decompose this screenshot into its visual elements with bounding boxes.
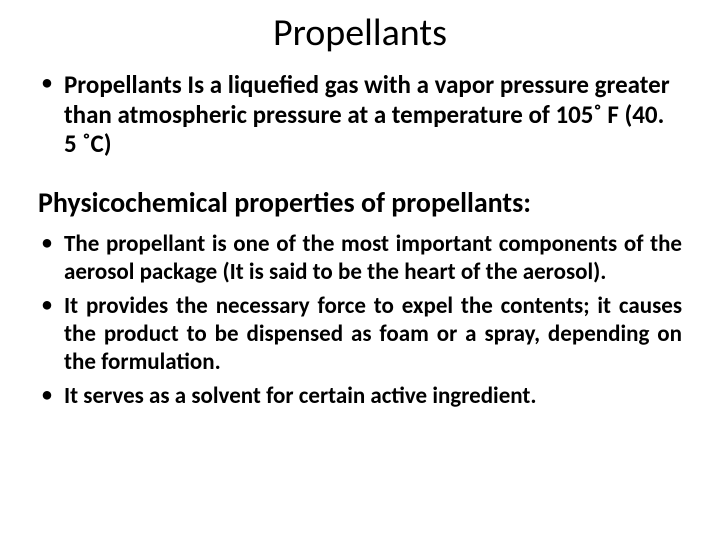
definition-list: Propellants Is a liquefied gas with a va… bbox=[38, 70, 682, 159]
definition-item: Propellants Is a liquefied gas with a va… bbox=[38, 70, 682, 159]
property-item: It serves as a solvent for certain activ… bbox=[38, 382, 682, 410]
property-item: It provides the necessary force to expel… bbox=[38, 292, 682, 376]
property-item: The propellant is one of the most import… bbox=[38, 230, 682, 286]
section-heading: Physicochemical properties of propellant… bbox=[38, 185, 682, 220]
definition-text: Propellants Is a liquefied gas with a va… bbox=[64, 69, 670, 159]
property-text: The propellant is one of the most import… bbox=[64, 230, 682, 286]
slide-title: Propellants bbox=[38, 10, 682, 56]
property-text: It serves as a solvent for certain activ… bbox=[64, 382, 537, 410]
slide-container: Propellants Propellants Is a liquefied g… bbox=[0, 0, 720, 540]
property-text: It provides the necessary force to expel… bbox=[64, 292, 682, 376]
properties-list: The propellant is one of the most import… bbox=[38, 230, 682, 410]
